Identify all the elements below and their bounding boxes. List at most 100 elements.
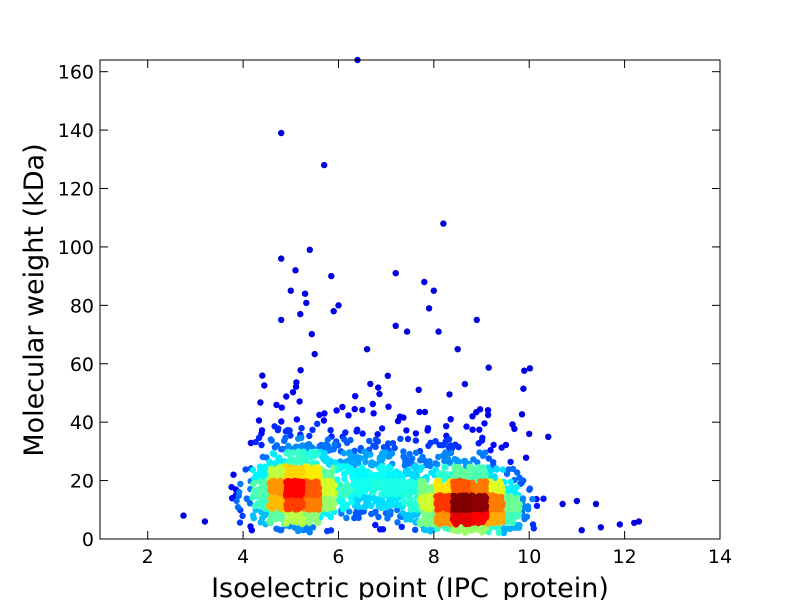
data-point — [484, 407, 492, 414]
data-point — [350, 478, 358, 486]
data-point — [400, 499, 408, 507]
data-point — [447, 449, 455, 457]
data-point — [376, 390, 383, 398]
data-point — [435, 453, 442, 461]
data-point — [416, 466, 424, 474]
data-point — [234, 504, 242, 511]
data-point — [378, 456, 385, 463]
data-point — [357, 454, 364, 462]
data-point — [180, 512, 187, 519]
data-point — [290, 449, 297, 456]
data-point — [247, 523, 254, 530]
data-point — [239, 512, 246, 520]
data-point — [339, 502, 346, 510]
data-point — [394, 481, 401, 488]
data-point — [500, 525, 507, 532]
data-point — [520, 385, 527, 392]
data-point — [273, 401, 280, 409]
x-tick-label: 12 — [613, 546, 637, 568]
data-point — [347, 467, 354, 475]
data-point — [328, 272, 335, 280]
data-point — [407, 516, 414, 523]
data-point — [341, 436, 348, 443]
data-point — [296, 398, 303, 405]
data-point — [281, 437, 288, 444]
x-tick-label: 6 — [332, 546, 344, 568]
y-tick-label: 140 — [58, 120, 94, 142]
data-point — [286, 464, 293, 471]
data-point — [308, 330, 315, 338]
data-point — [399, 510, 407, 517]
data-point — [271, 451, 278, 458]
data-point — [441, 518, 449, 526]
data-point — [289, 389, 297, 396]
data-point — [286, 427, 293, 434]
data-point — [262, 511, 269, 519]
data-point — [351, 447, 358, 454]
data-point — [309, 426, 316, 433]
data-point — [385, 403, 392, 410]
data-point — [362, 458, 369, 466]
data-point — [466, 463, 473, 470]
data-point — [347, 458, 354, 465]
data-point — [398, 523, 405, 531]
data-point — [292, 383, 300, 390]
data-point — [292, 267, 299, 274]
data-point — [503, 495, 510, 502]
data-point — [310, 450, 317, 458]
data-point — [375, 384, 382, 391]
data-point — [441, 494, 449, 502]
data-point — [375, 513, 382, 521]
data-point — [384, 372, 391, 379]
data-point — [355, 503, 362, 510]
data-point — [442, 504, 449, 511]
data-point — [375, 503, 382, 510]
data-point — [446, 391, 453, 398]
data-point — [455, 480, 462, 487]
data-point — [340, 450, 348, 457]
data-point — [454, 346, 461, 353]
data-point — [425, 506, 433, 513]
data-point — [462, 529, 469, 536]
data-point — [309, 524, 317, 531]
data-point — [303, 299, 310, 307]
data-point — [343, 514, 350, 522]
data-point — [330, 446, 337, 453]
data-point — [459, 517, 466, 525]
data-point — [455, 443, 462, 451]
data-point — [359, 430, 366, 437]
data-point — [330, 308, 337, 315]
data-point — [434, 484, 442, 491]
data-point — [320, 417, 328, 424]
data-point — [348, 498, 355, 505]
data-point — [423, 483, 430, 490]
data-point — [293, 472, 300, 480]
data-point — [406, 450, 413, 458]
data-point — [322, 496, 330, 503]
data-point — [490, 459, 497, 466]
data-point — [476, 426, 483, 433]
y-tick-label: 100 — [58, 237, 94, 259]
data-point — [368, 489, 376, 497]
data-point — [507, 478, 514, 486]
data-point — [430, 287, 437, 294]
data-point — [439, 469, 446, 477]
data-point — [341, 475, 348, 483]
data-point — [442, 513, 449, 520]
data-point — [597, 524, 604, 531]
data-point — [526, 430, 533, 438]
data-point — [303, 526, 310, 533]
data-point — [327, 527, 335, 534]
data-point — [261, 382, 268, 389]
data-point — [268, 478, 275, 485]
data-point — [331, 489, 338, 496]
data-point — [508, 518, 515, 525]
data-point — [331, 482, 338, 489]
data-point — [351, 405, 358, 413]
data-point — [267, 436, 274, 443]
data-point — [442, 449, 449, 456]
data-point — [559, 500, 566, 508]
data-point — [299, 516, 306, 523]
data-point — [417, 495, 424, 502]
